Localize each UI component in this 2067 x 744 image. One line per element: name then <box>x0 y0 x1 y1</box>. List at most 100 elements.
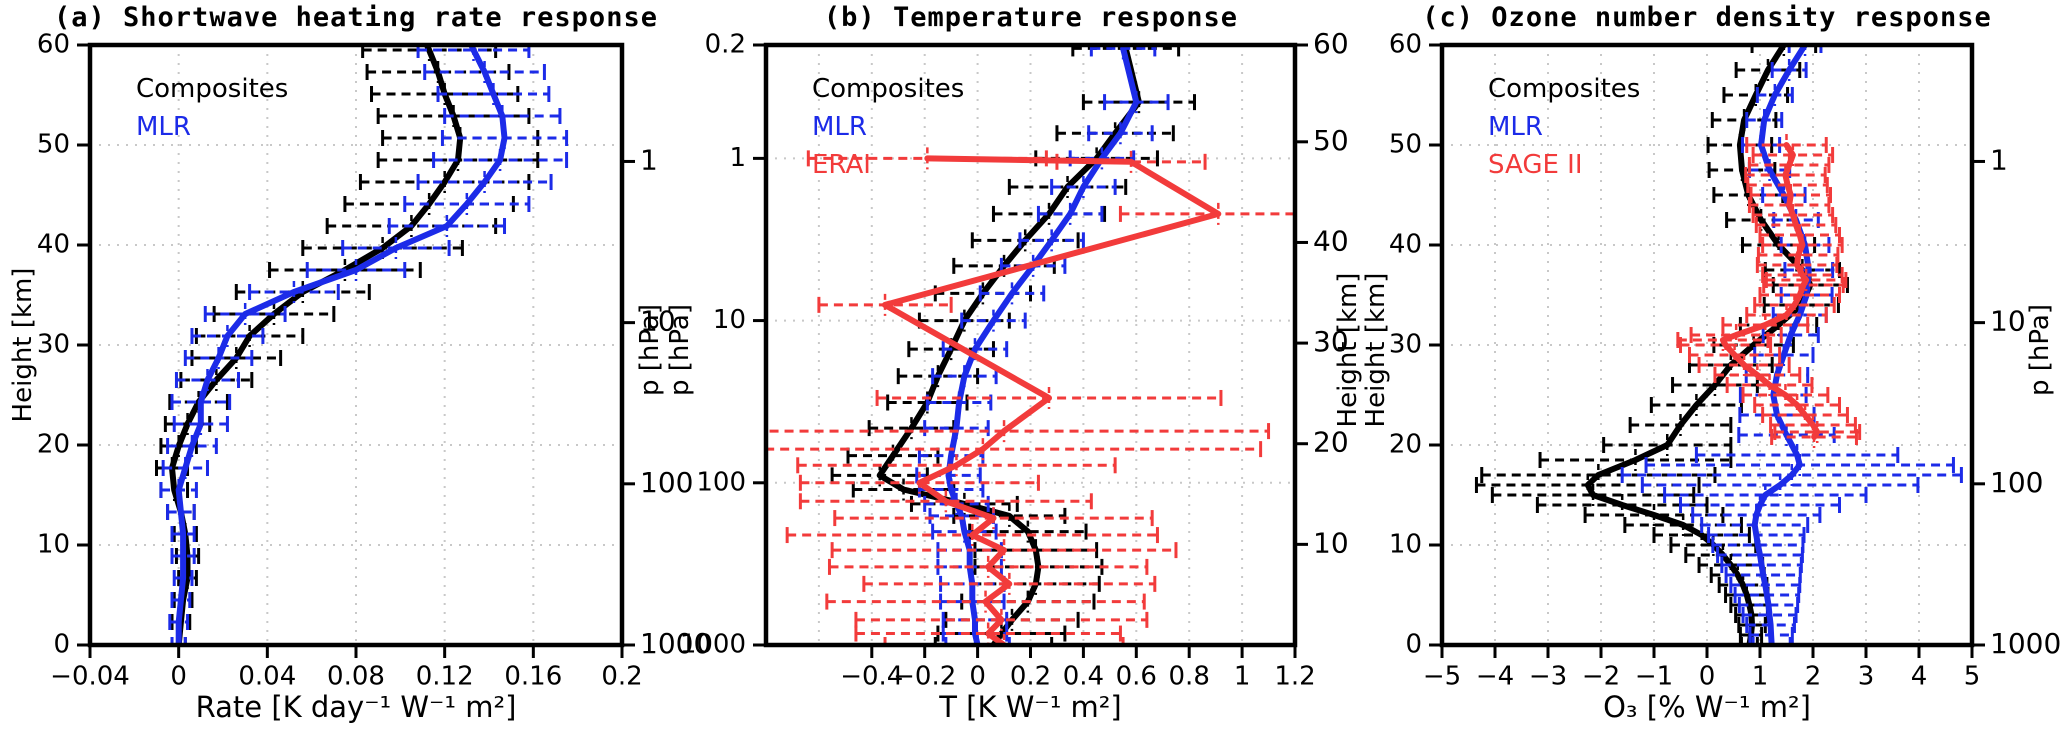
svg-text:50: 50 <box>1389 130 1422 160</box>
panel-a-legend: Composites MLR <box>136 70 288 146</box>
svg-text:0.04: 0.04 <box>238 662 296 692</box>
svg-text:−4: −4 <box>1476 662 1514 692</box>
panel-b-legend: Composites MLR ERAI <box>812 70 964 184</box>
series-sage-ii <box>1676 134 1862 448</box>
svg-text:1000: 1000 <box>1990 627 2061 660</box>
svg-text:40: 40 <box>37 230 70 260</box>
legend-item-mlr: MLR <box>812 112 867 142</box>
left-axis-ticks: 0.2 1 10 100 1000 <box>680 30 766 660</box>
svg-text:0.16: 0.16 <box>504 662 562 692</box>
svg-text:20: 20 <box>1313 426 1349 459</box>
svg-text:−3: −3 <box>1529 662 1567 692</box>
svg-text:−0.2: −0.2 <box>893 662 956 692</box>
legend-item-composites: Composites <box>136 74 289 104</box>
svg-text:0.2: 0.2 <box>601 662 642 692</box>
legend-item-composites: Composites <box>1488 74 1641 104</box>
svg-text:0.12: 0.12 <box>416 662 474 692</box>
left-axis-ticks: 0 10 20 30 40 50 60 <box>37 30 90 660</box>
svg-text:1: 1 <box>1990 143 2008 176</box>
svg-text:10: 10 <box>713 305 746 335</box>
panel-c-xaxis-label: O₃ [% W⁻¹ m²] <box>1603 690 1811 724</box>
panel-a-right-axis-title: p [hPa] <box>635 304 665 396</box>
svg-text:3: 3 <box>1858 662 1875 692</box>
panel-c-right-axis-title: p [hPa] <box>2025 304 2055 396</box>
svg-text:0.6: 0.6 <box>1116 662 1157 692</box>
svg-text:10: 10 <box>1990 305 2026 338</box>
svg-text:60: 60 <box>37 30 70 60</box>
panel-b-title: (b) Temperature response <box>823 2 1239 33</box>
svg-text:1: 1 <box>640 143 658 176</box>
svg-text:0.2: 0.2 <box>1010 662 1051 692</box>
svg-text:100: 100 <box>696 467 746 497</box>
svg-text:−1: −1 <box>1635 662 1673 692</box>
panel-a: −0.04 0 0.04 0.08 0.12 0.16 0.2010203040506011… <box>37 30 711 692</box>
svg-text:10: 10 <box>1313 526 1349 559</box>
svg-text:60: 60 <box>1389 30 1422 60</box>
x-axis-ticks: −0.4−0.2 0 0.2 0.4 0.6 0.8 1 1.2 <box>840 645 1316 692</box>
svg-text:1.2: 1.2 <box>1274 662 1315 692</box>
panel-c-left-axis-title: Height [km] <box>1361 272 1391 428</box>
svg-text:−2: −2 <box>1582 662 1620 692</box>
svg-text:1000: 1000 <box>640 627 711 660</box>
svg-text:5: 5 <box>1964 662 1981 692</box>
svg-text:0.8: 0.8 <box>1169 662 1210 692</box>
svg-text:0: 0 <box>1405 630 1422 660</box>
svg-text:−0.4: −0.4 <box>840 662 903 692</box>
panel-b-left-axis-title: p [hPa] <box>665 304 695 396</box>
svg-text:−0.04: −0.04 <box>50 662 130 692</box>
gridlines <box>90 45 622 645</box>
legend-item-mlr: MLR <box>1488 112 1543 142</box>
svg-text:20: 20 <box>1389 430 1422 460</box>
right-axis-ticks: 1 10 100 1000 <box>622 143 711 660</box>
svg-text:10: 10 <box>37 530 70 560</box>
svg-text:20: 20 <box>37 430 70 460</box>
svg-text:30: 30 <box>37 330 70 360</box>
series-mlr <box>159 45 569 645</box>
svg-text:40: 40 <box>1389 230 1422 260</box>
x-axis-ticks: −5 −4 −3 −2 −1 0 1 2 3 4 5 <box>1423 645 1980 692</box>
svg-text:1000: 1000 <box>680 630 746 660</box>
svg-text:30: 30 <box>1313 325 1349 358</box>
svg-text:30: 30 <box>1389 330 1422 360</box>
svg-text:1: 1 <box>1752 662 1769 692</box>
svg-text:−5: −5 <box>1423 662 1461 692</box>
panel-b-xaxis-label: T [K W⁻¹ m²] <box>939 690 1122 724</box>
svg-text:100: 100 <box>640 466 693 499</box>
panel-b: −0.4−0.2 0 0.2 0.4 0.6 0.8 1 1.2 0.2 1 10 100 1000 60… <box>680 27 1349 692</box>
svg-text:0: 0 <box>170 662 187 692</box>
svg-text:0.4: 0.4 <box>1063 662 1104 692</box>
panel-a-xaxis-label: Rate [K day⁻¹ W⁻¹ m²] <box>195 690 517 724</box>
right-axis-ticks: 60 50 40 30 20 10 <box>1295 27 1349 559</box>
svg-text:100: 100 <box>1990 466 2043 499</box>
svg-text:0: 0 <box>969 662 986 692</box>
left-axis-ticks: 0 10 20 30 40 50 60 <box>1389 30 1442 660</box>
legend-item-sage-ii: SAGE II <box>1488 150 1583 180</box>
svg-text:4: 4 <box>1911 662 1928 692</box>
svg-text:0: 0 <box>1699 662 1716 692</box>
svg-text:10: 10 <box>640 305 676 338</box>
svg-text:2: 2 <box>1805 662 1822 692</box>
svg-text:0.08: 0.08 <box>327 662 385 692</box>
svg-text:50: 50 <box>1313 124 1349 157</box>
panel-a-left-axis-title: Height [km] <box>8 267 38 423</box>
legend-item-composites: Composites <box>812 74 965 104</box>
panel-c-legend: Composites MLR SAGE II <box>1488 70 1640 184</box>
svg-text:10: 10 <box>1389 530 1422 560</box>
svg-text:1: 1 <box>1234 662 1251 692</box>
svg-text:60: 60 <box>1313 27 1349 60</box>
gridlines <box>766 45 1295 645</box>
svg-text:50: 50 <box>37 130 70 160</box>
svg-text:0.2: 0.2 <box>705 30 746 60</box>
svg-text:0: 0 <box>53 630 70 660</box>
legend-item-erai: ERAI <box>812 150 871 180</box>
panel-a-title: (a) Shortwave heating rate response <box>54 2 658 33</box>
right-axis-ticks: 1 10 100 1000 <box>1972 143 2061 660</box>
panel-c-title: (c) Ozone number density response <box>1422 2 1992 33</box>
svg-text:1: 1 <box>729 143 746 173</box>
legend-item-mlr: MLR <box>136 112 191 142</box>
x-axis-ticks: −0.04 0 0.04 0.08 0.12 0.16 0.2 <box>50 645 643 692</box>
series-erai <box>766 147 1295 645</box>
